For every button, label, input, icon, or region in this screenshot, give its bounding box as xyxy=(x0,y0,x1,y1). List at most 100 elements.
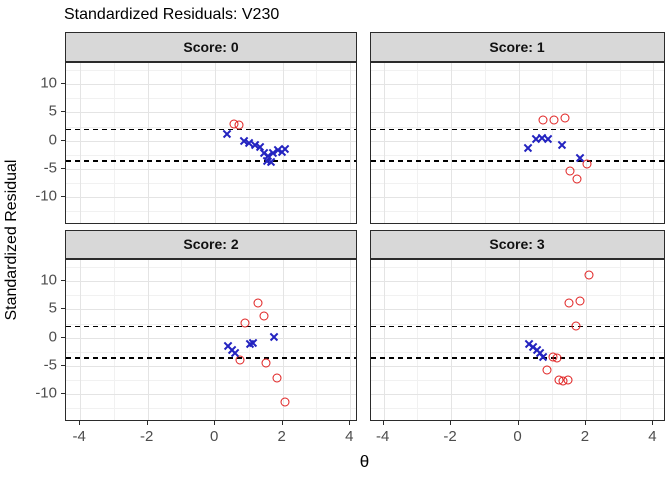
gridline-minor xyxy=(66,380,356,382)
data-point-cross xyxy=(269,332,279,342)
gridline-major xyxy=(370,394,664,396)
x-axis-tick-label: -2 xyxy=(443,428,457,445)
data-point-circle xyxy=(584,270,594,280)
gridline-major xyxy=(585,259,587,420)
gridline-major xyxy=(66,394,356,396)
y-axis-tick-label: 10 xyxy=(40,74,57,92)
reference-dashed-line xyxy=(66,159,356,162)
y-axis-tick xyxy=(61,364,65,366)
gridline-major xyxy=(370,281,664,283)
reference-dashed-line xyxy=(370,128,664,131)
gridline-major xyxy=(451,259,453,420)
gridline-minor xyxy=(370,154,664,156)
y-axis-tick xyxy=(61,196,65,198)
data-point-cross xyxy=(575,153,585,163)
data-point-cross xyxy=(266,157,276,167)
data-point-circle xyxy=(261,358,271,368)
gridline-major xyxy=(370,84,664,86)
gridline-major xyxy=(215,62,217,223)
y-axis-tick xyxy=(61,308,65,310)
y-axis-tick xyxy=(61,393,65,395)
facet-panel xyxy=(369,61,665,224)
gridline-minor xyxy=(66,211,356,213)
gridline-major xyxy=(370,337,664,339)
gridline-major xyxy=(282,259,284,420)
gridline-major xyxy=(147,259,149,420)
gridline-minor xyxy=(370,69,664,71)
gridline-major xyxy=(585,62,587,223)
y-axis-tick xyxy=(61,167,65,169)
x-axis-tick-label: -2 xyxy=(140,428,154,445)
data-point-circle xyxy=(538,115,548,125)
gridline-major xyxy=(518,62,520,223)
x-axis-tick-label: 4 xyxy=(345,428,354,445)
gridline-minor xyxy=(484,62,486,223)
y-axis-tick xyxy=(61,139,65,141)
x-axis-tick-label: -4 xyxy=(375,428,390,445)
y-axis-tick-label: 5 xyxy=(48,102,57,120)
reference-dashed-line xyxy=(66,325,356,328)
data-point-cross xyxy=(280,144,290,154)
gridline-major xyxy=(518,259,520,420)
data-point-circle xyxy=(542,365,552,375)
facet-strip: Score: 0 xyxy=(65,32,357,62)
facet-strip: Score: 3 xyxy=(369,229,665,259)
gridline-major xyxy=(653,62,655,223)
data-point-circle xyxy=(240,318,250,328)
data-point-circle xyxy=(234,120,244,130)
gridline-major xyxy=(215,259,217,420)
data-point-circle xyxy=(272,373,282,383)
gridline-minor xyxy=(66,154,356,156)
gridline-minor xyxy=(316,259,318,420)
gridline-minor xyxy=(66,69,356,71)
y-axis-tick xyxy=(61,111,65,113)
gridline-major xyxy=(383,259,385,420)
gridline-major xyxy=(350,259,352,420)
gridline-minor xyxy=(66,295,356,297)
x-axis-tick xyxy=(584,420,586,425)
gridline-minor xyxy=(370,211,664,213)
gridline-major xyxy=(451,62,453,223)
y-axis-tick xyxy=(61,336,65,338)
x-axis-tick-label: 2 xyxy=(277,428,286,445)
gridline-major xyxy=(370,168,664,170)
reference-dashed-line xyxy=(66,128,356,131)
data-point-circle xyxy=(560,113,570,123)
gridline-minor xyxy=(113,259,115,420)
data-point-cross xyxy=(538,352,548,362)
data-point-cross xyxy=(557,140,567,150)
facet-strip-label: Score: 0 xyxy=(183,38,239,55)
gridline-major xyxy=(66,365,356,367)
data-point-cross xyxy=(222,129,232,139)
gridline-major xyxy=(66,168,356,170)
x-axis-title: θ xyxy=(359,452,370,471)
data-point-circle xyxy=(552,353,562,363)
y-axis-tick-label: 5 xyxy=(48,299,57,317)
gridline-major xyxy=(383,62,385,223)
x-axis-tick xyxy=(281,420,283,425)
x-axis-tick-label: -4 xyxy=(72,428,86,445)
gridline-major xyxy=(66,140,356,142)
gridline-minor xyxy=(619,259,621,420)
facet-strip: Score: 1 xyxy=(369,32,665,62)
x-axis-tick xyxy=(214,420,216,425)
gridline-minor xyxy=(370,380,664,382)
facet-strip: Score: 2 xyxy=(65,229,357,259)
gridline-major xyxy=(66,337,356,339)
y-axis-tick-label: -5 xyxy=(43,159,57,177)
gridline-minor xyxy=(66,266,356,268)
facet-panel xyxy=(65,258,357,421)
gridline-minor xyxy=(316,62,318,223)
y-axis-tick xyxy=(61,83,65,85)
x-axis-tick-label: 0 xyxy=(513,428,522,445)
data-point-circle xyxy=(280,397,290,407)
x-axis-tick xyxy=(146,420,148,425)
y-axis-tick-label: 10 xyxy=(40,271,57,289)
gridline-major xyxy=(66,197,356,199)
gridline-major xyxy=(80,259,82,420)
gridline-major xyxy=(80,62,82,223)
facet-strip-label: Score: 3 xyxy=(489,236,545,253)
data-point-circle xyxy=(564,298,574,308)
data-point-circle xyxy=(582,159,592,169)
gridline-minor xyxy=(370,266,664,268)
